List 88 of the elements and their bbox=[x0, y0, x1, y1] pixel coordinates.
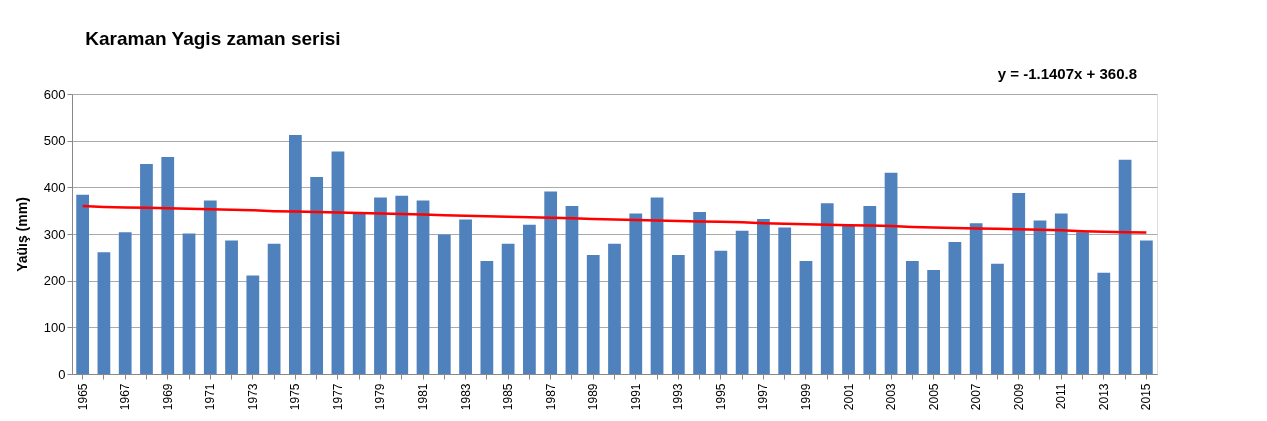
bar bbox=[331, 151, 345, 374]
text: y = -1.1407x + 360.8 bbox=[997, 65, 1137, 82]
bar bbox=[1054, 213, 1068, 374]
bar bbox=[1139, 240, 1153, 374]
bar bbox=[140, 164, 153, 374]
bar bbox=[863, 206, 877, 374]
bar bbox=[544, 191, 558, 374]
bar bbox=[352, 213, 366, 374]
bar bbox=[374, 197, 387, 374]
bar bbox=[161, 157, 175, 374]
bar bbox=[1012, 192, 1026, 374]
bar bbox=[416, 200, 430, 374]
x-tick-label: 1997 bbox=[756, 383, 771, 411]
bar bbox=[927, 269, 940, 374]
bar bbox=[203, 200, 217, 374]
bar bbox=[884, 172, 898, 374]
x-tick-label: 1977 bbox=[330, 383, 345, 411]
line-series bbox=[81, 204, 1148, 234]
bar bbox=[905, 261, 919, 374]
bar bbox=[757, 219, 770, 374]
bar bbox=[97, 252, 111, 374]
x-tick-label: 1971 bbox=[203, 383, 218, 411]
chart-title: Karaman Yagis zaman serisi bbox=[85, 28, 341, 49]
x-tick-label: 1991 bbox=[628, 383, 643, 411]
x-tick-label: 2013 bbox=[1096, 383, 1111, 411]
bar bbox=[501, 243, 515, 374]
x-tick-label: 1993 bbox=[671, 383, 686, 411]
bar bbox=[799, 261, 813, 374]
y-tick-label: 400 bbox=[43, 179, 66, 195]
bar bbox=[969, 223, 983, 374]
bar bbox=[118, 232, 132, 374]
x-tick-label: 1967 bbox=[118, 383, 133, 411]
y-tick-label: 600 bbox=[43, 86, 66, 102]
x-tick-label: 1965 bbox=[75, 383, 90, 411]
x-tick-label: 1973 bbox=[245, 383, 260, 411]
bar bbox=[395, 195, 409, 374]
bar bbox=[693, 212, 706, 374]
y-tick-label: 500 bbox=[43, 133, 66, 149]
x-tick-label: 2015 bbox=[1139, 383, 1154, 411]
bar bbox=[523, 224, 536, 374]
x-tick-label: 1985 bbox=[501, 383, 516, 411]
bar bbox=[1097, 272, 1111, 374]
bar bbox=[714, 250, 728, 374]
x-tick-label: 1989 bbox=[586, 383, 601, 411]
y-tick-label: 200 bbox=[43, 273, 66, 289]
bar bbox=[991, 263, 1004, 374]
bar bbox=[820, 203, 834, 374]
bar bbox=[76, 194, 90, 374]
bar bbox=[182, 233, 196, 374]
bar bbox=[608, 243, 621, 374]
bar bbox=[1033, 220, 1047, 374]
bar bbox=[778, 227, 792, 374]
x-tick-label: 1999 bbox=[798, 383, 813, 411]
bar bbox=[842, 225, 855, 374]
y-tick-label: 300 bbox=[43, 226, 66, 242]
x-tick-label: 2001 bbox=[841, 383, 856, 411]
bar bbox=[310, 177, 324, 374]
bar bbox=[650, 197, 664, 374]
y-tick-label: 100 bbox=[43, 319, 66, 335]
bar bbox=[437, 234, 451, 374]
bar bbox=[948, 241, 962, 374]
x-tick-label: 1979 bbox=[373, 383, 388, 411]
bar bbox=[480, 261, 494, 374]
x-tick-label: 1969 bbox=[160, 383, 175, 411]
bar bbox=[671, 255, 685, 374]
bar bbox=[565, 206, 579, 374]
x-tick-label: 2005 bbox=[926, 383, 941, 411]
x-tick-label: 1981 bbox=[416, 383, 431, 411]
x-tick-label: 2011 bbox=[1054, 383, 1069, 410]
bar bbox=[267, 243, 281, 374]
bar bbox=[586, 255, 600, 374]
y-tick-label: 0 bbox=[58, 366, 66, 382]
x-tick-label: 1995 bbox=[713, 383, 728, 411]
y-axis-title: Yaüış (mm) bbox=[13, 197, 30, 272]
x-tick-label: 1975 bbox=[288, 383, 303, 411]
bar bbox=[246, 275, 260, 374]
x-tick-label: 2007 bbox=[969, 383, 984, 411]
x-tick-label: 1987 bbox=[543, 383, 558, 411]
bar bbox=[629, 213, 643, 374]
bar bbox=[1076, 232, 1089, 374]
x-tick-label: 2009 bbox=[1011, 383, 1026, 411]
bar bbox=[225, 240, 238, 374]
x-tick-label: 2003 bbox=[884, 383, 899, 411]
bar bbox=[735, 230, 749, 374]
bar bbox=[1118, 159, 1132, 374]
bar bbox=[459, 219, 472, 374]
bar bbox=[289, 135, 302, 374]
x-tick-label: 1983 bbox=[458, 383, 473, 411]
